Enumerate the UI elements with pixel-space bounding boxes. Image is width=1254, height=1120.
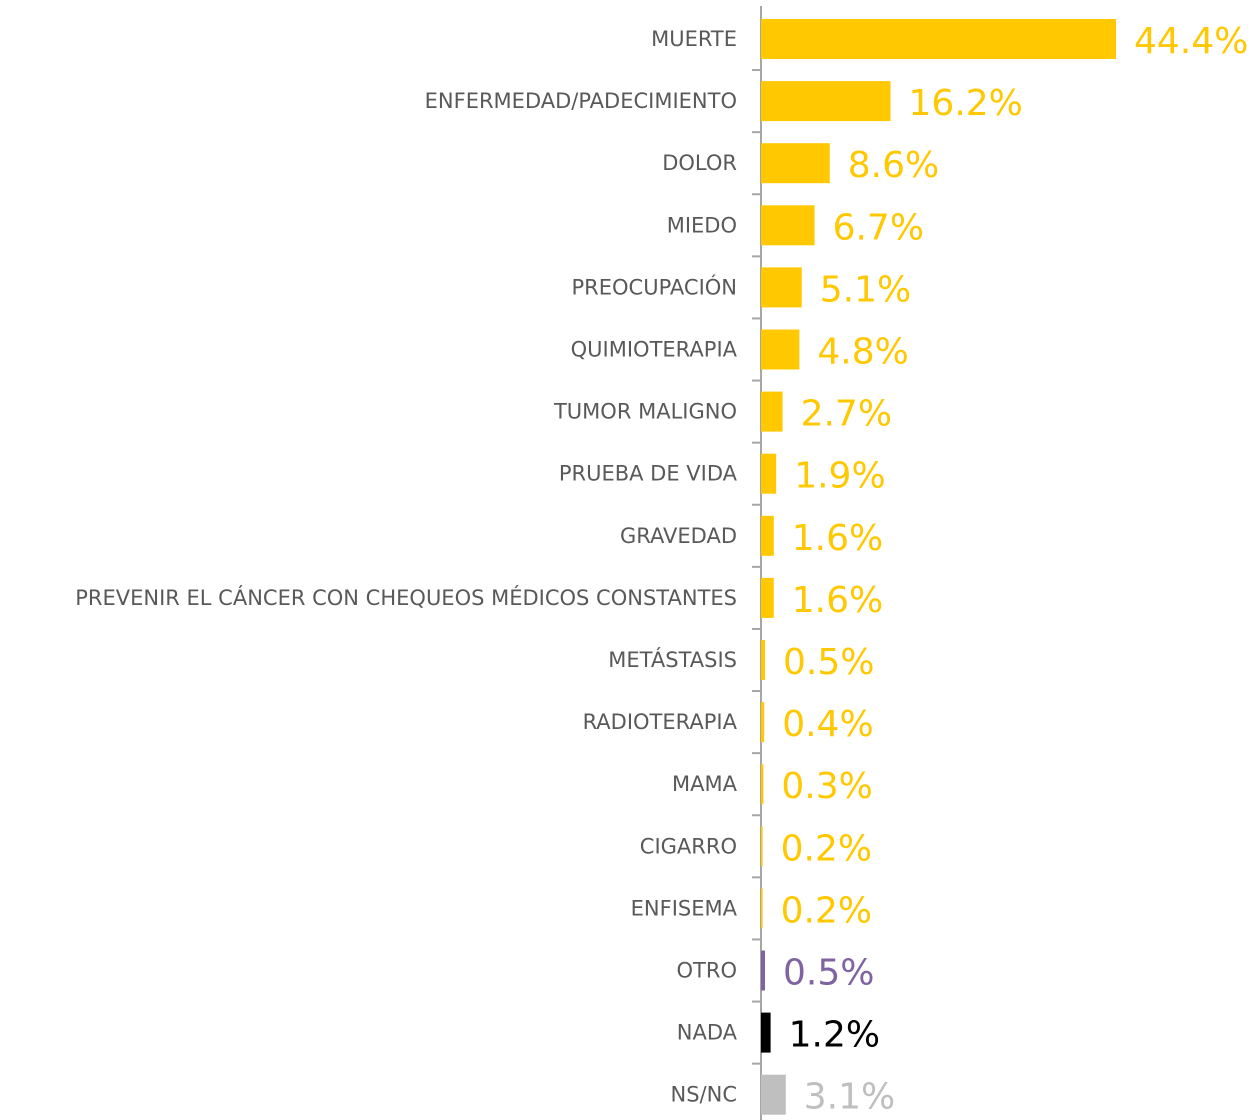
- category-label: PRUEBA DE VIDA: [559, 462, 738, 486]
- bar: [761, 577, 774, 618]
- category-label: NS/NC: [671, 1083, 738, 1107]
- category-label: NADA: [677, 1021, 738, 1045]
- value-label: 0.4%: [782, 704, 873, 745]
- value-label: 0.2%: [781, 828, 872, 869]
- category-label: QUIMIOTERAPIA: [571, 338, 738, 362]
- bar: [761, 143, 830, 184]
- value-label: 0.3%: [781, 766, 872, 807]
- bar: [761, 391, 783, 432]
- bar: [761, 888, 763, 929]
- category-label: ENFISEMA: [631, 896, 738, 920]
- category-label: MUERTE: [651, 27, 737, 51]
- category-label: CIGARRO: [640, 834, 737, 858]
- category-label: RADIOTERAPIA: [583, 710, 738, 734]
- value-label: 6.7%: [833, 207, 924, 248]
- bar: [761, 81, 891, 122]
- value-label: 3.1%: [804, 1077, 895, 1118]
- bar: [761, 702, 765, 743]
- bar: [761, 640, 765, 680]
- category-label: OTRO: [677, 959, 737, 983]
- value-label: 44.4%: [1134, 21, 1248, 62]
- value-label: 0.5%: [783, 953, 874, 994]
- value-label: 1.9%: [794, 456, 885, 497]
- bar: [761, 19, 1116, 59]
- value-label: 2.7%: [801, 394, 892, 435]
- value-label: 1.2%: [789, 1015, 880, 1056]
- value-label: 16.2%: [909, 83, 1023, 124]
- value-label: 0.2%: [781, 890, 872, 931]
- bar: [761, 950, 765, 991]
- bar: [761, 453, 777, 494]
- category-label: PREOCUPACIÓN: [572, 274, 738, 299]
- bar: [761, 1012, 771, 1053]
- category-label: DOLOR: [662, 151, 737, 175]
- bar: [761, 764, 764, 805]
- bar: [761, 1074, 786, 1115]
- value-label: 0.5%: [783, 642, 874, 683]
- value-label: 4.8%: [817, 332, 908, 373]
- bar: [761, 205, 815, 246]
- bar: [761, 515, 774, 556]
- value-label: 1.6%: [792, 518, 883, 559]
- category-label: GRAVEDAD: [620, 524, 737, 548]
- bar: [761, 267, 802, 308]
- bar: [761, 826, 763, 867]
- value-label: 1.6%: [792, 580, 883, 621]
- category-label: MIEDO: [667, 213, 737, 237]
- category-label: ENFERMEDAD/PADECIMIENTO: [425, 89, 737, 113]
- category-label: TUMOR MALIGNO: [553, 400, 737, 424]
- category-label: PREVENIR EL CÁNCER CON CHEQUEOS MÉDICOS …: [75, 585, 737, 610]
- category-label: METÁSTASIS: [608, 647, 737, 672]
- value-label: 8.6%: [848, 145, 939, 186]
- bar: [761, 329, 800, 370]
- value-label: 5.1%: [820, 269, 911, 310]
- category-label: MAMA: [672, 772, 738, 796]
